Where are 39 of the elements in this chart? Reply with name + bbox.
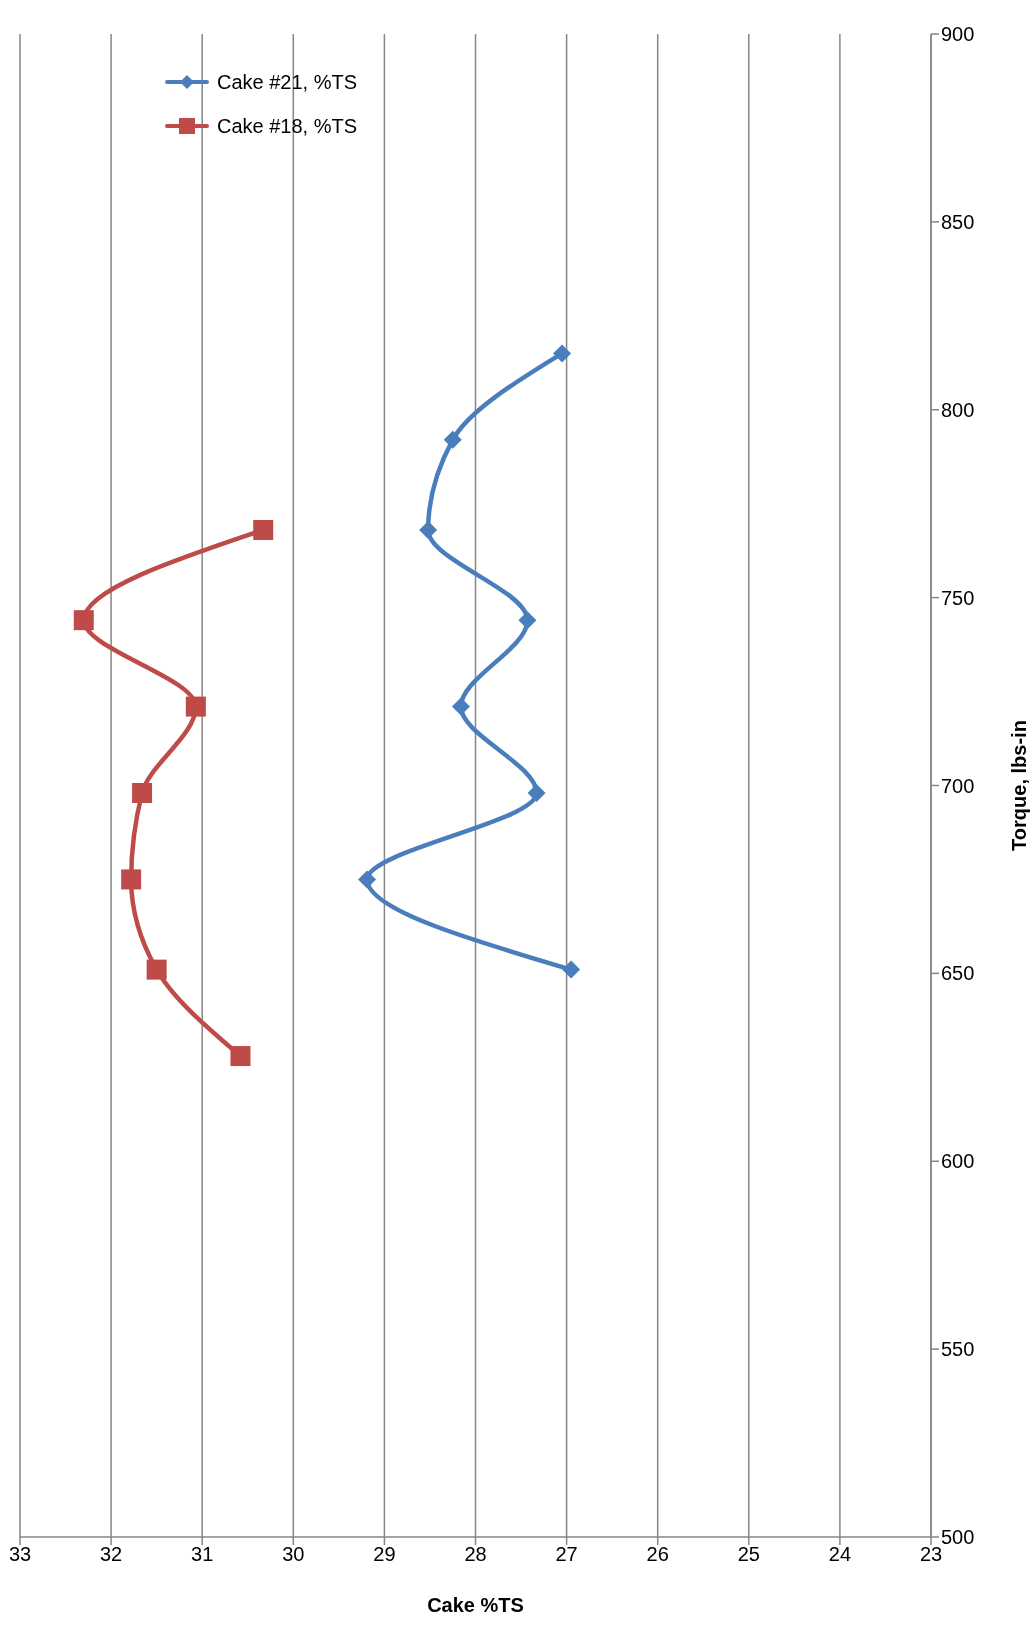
point [562, 960, 581, 979]
y2-tick-label: 750 [941, 586, 975, 609]
point [443, 430, 462, 449]
x-tick-label: 31 [191, 1543, 214, 1566]
y2-tick-label: 550 [941, 1338, 975, 1361]
y2-tick-label: 700 [941, 774, 975, 797]
y2-tick-label: 900 [941, 23, 975, 46]
point [132, 783, 153, 804]
point [451, 697, 470, 716]
x-tick-label: 25 [737, 1543, 760, 1566]
x-tick-label: 30 [282, 1543, 305, 1566]
legend-label: Cake #21, %TS [217, 70, 358, 94]
x-tick-label: 24 [828, 1543, 852, 1566]
point [553, 344, 572, 363]
x-tick-label: 28 [464, 1543, 487, 1566]
point [419, 520, 438, 539]
point [230, 1046, 251, 1067]
y2-tick-label: 600 [941, 1150, 975, 1173]
point [527, 784, 546, 803]
x-tick-label: 26 [646, 1543, 669, 1566]
point [146, 959, 167, 980]
y2-tick-label: 650 [941, 962, 975, 985]
y2-tick-label: 500 [941, 1526, 975, 1549]
point [73, 610, 94, 631]
x-tick-label: 33 [8, 1543, 32, 1566]
legend-label: Cake #18, %TS [217, 114, 358, 138]
point [185, 696, 206, 717]
point [121, 869, 142, 890]
x-tick-label: 29 [373, 1543, 396, 1566]
x-axis-title: Cake %TS [427, 1594, 524, 1616]
x-tick-label: 32 [99, 1543, 123, 1566]
y2-tick-label: 800 [941, 398, 975, 421]
point [253, 519, 274, 540]
point [518, 611, 537, 630]
y2-tick-label: 850 [941, 210, 975, 233]
y2-axis-title: Torque, lbs-in [1008, 720, 1031, 851]
x-tick-label: 27 [555, 1543, 578, 1566]
point [358, 870, 377, 889]
x-tick-label: 23 [919, 1543, 943, 1566]
